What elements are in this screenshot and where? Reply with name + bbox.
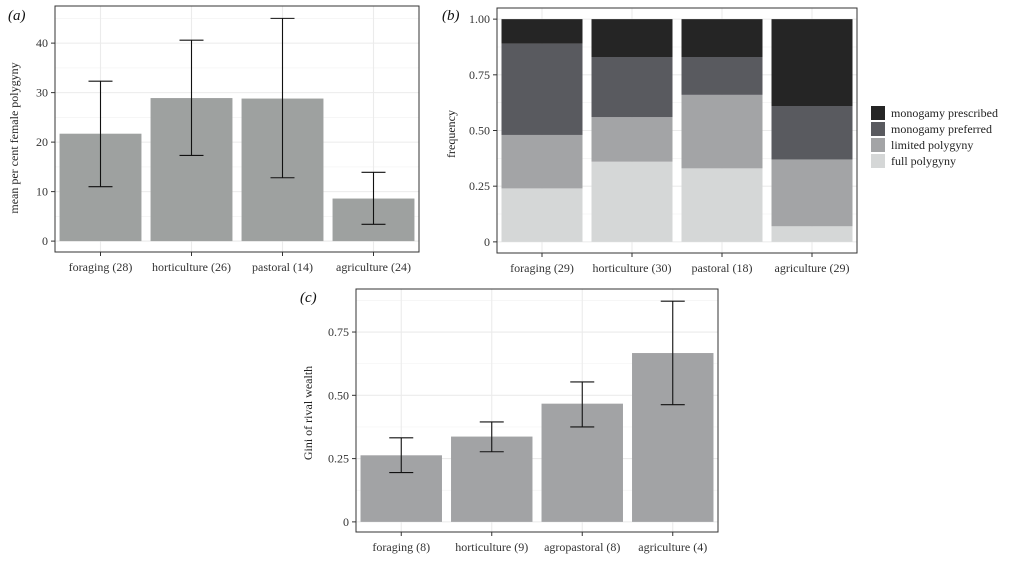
error-bar (660, 300, 685, 406)
bar-segment (591, 57, 673, 118)
panel-b: (b) frequency 0 0.25 0.50 0.75 1.00 foraging … (442, 7, 998, 275)
y-tick-label: 0.25 (469, 179, 490, 193)
x-tick-label: horticulture (9) (455, 540, 528, 554)
legend-label: monogamy preferred (891, 122, 992, 136)
bar-segment (771, 19, 853, 106)
bar-segment (771, 226, 853, 242)
bar-segment (771, 106, 853, 160)
bar-segment (591, 117, 673, 162)
bar-segment (681, 168, 763, 242)
legend-item: full polygyny (871, 154, 956, 168)
bar-segment (681, 57, 763, 95)
y-tick-label: 0.50 (469, 124, 490, 138)
y-tick-label: 0.25 (328, 452, 349, 466)
x-tick-label: agriculture (29) (775, 261, 850, 275)
panel-a-ylabel: mean per cent female polygyny (7, 62, 21, 213)
panel-a-label: (a) (8, 8, 26, 24)
y-tick-label: 20 (36, 135, 48, 149)
legend-swatch (871, 106, 885, 120)
plot-frame (54, 5, 420, 253)
bar-segment (681, 19, 763, 57)
legend-swatch (871, 122, 885, 136)
y-tick-label: 10 (36, 185, 48, 199)
bar-segment (591, 19, 673, 57)
panel-c-ylabel: Gini of rival wealth (301, 366, 315, 460)
x-tick-label: agriculture (24) (336, 260, 411, 274)
bar-segment (771, 159, 853, 227)
legend-swatch (871, 138, 885, 152)
x-tick-label: horticulture (26) (152, 260, 231, 274)
legend-label: limited polygyny (891, 138, 973, 152)
error-bar (361, 171, 386, 225)
legend-label: full polygyny (891, 154, 956, 168)
x-tick-label: horticulture (30) (593, 261, 672, 275)
y-tick-label: 0 (484, 235, 490, 249)
panel-a-plot: 0 10 20 30 40 foraging (28) horticulture (26) p… (36, 5, 420, 274)
y-tick-label: 0.50 (328, 388, 349, 402)
bar-segment (501, 43, 583, 135)
bar-segment (501, 134, 583, 189)
bar-segment (501, 19, 583, 44)
y-tick-label: 0.75 (328, 325, 349, 339)
bar-segment (591, 161, 673, 242)
panel-a: (a) mean per cent female polygyny 0 10 20 3… (7, 5, 420, 274)
panel-c: (c) Gini of rival wealth 0 0.25 0.50 0.75 fo… (300, 288, 719, 554)
panel-c-label: (c) (300, 290, 317, 306)
y-tick-label: 0 (42, 234, 48, 248)
panel-b-ylabel: frequency (444, 110, 458, 158)
error-bar (88, 80, 113, 188)
plot-frame (355, 288, 719, 533)
legend-swatch (871, 154, 885, 168)
y-tick-label: 0.75 (469, 68, 490, 82)
legend-label: monogamy prescribed (891, 106, 998, 120)
x-tick-label: agropastoral (8) (544, 540, 620, 554)
y-tick-label: 40 (36, 36, 48, 50)
x-tick-label: agriculture (4) (638, 540, 707, 554)
y-tick-label: 1.00 (469, 12, 490, 26)
error-bar (479, 421, 504, 453)
x-tick-label: foraging (28) (69, 260, 133, 274)
legend-item: monogamy preferred (871, 122, 992, 136)
legend-item: limited polygyny (871, 138, 973, 152)
x-tick-label: pastoral (18) (692, 261, 753, 275)
panel-b-plot: 0 0.25 0.50 0.75 1.00 foraging (29) horticultu… (469, 7, 858, 275)
error-bar (389, 437, 414, 474)
panel-b-label: (b) (442, 8, 460, 24)
panel-c-plot: 0 0.25 0.50 0.75 foraging (8) horticulture (9… (328, 288, 719, 554)
error-bar (570, 381, 595, 428)
y-tick-label: 30 (36, 86, 48, 100)
x-tick-label: pastoral (14) (252, 260, 313, 274)
bar-segment (501, 188, 583, 242)
y-tick-label: 0 (343, 515, 349, 529)
bar-segment (681, 94, 763, 169)
error-bar (179, 39, 204, 157)
error-bar (270, 17, 295, 179)
legend-item: monogamy prescribed (871, 106, 998, 120)
x-tick-label: foraging (29) (510, 261, 574, 275)
panel-b-legend: monogamy prescribed monogamy preferred lim… (871, 106, 998, 168)
x-tick-label: foraging (8) (372, 540, 430, 554)
